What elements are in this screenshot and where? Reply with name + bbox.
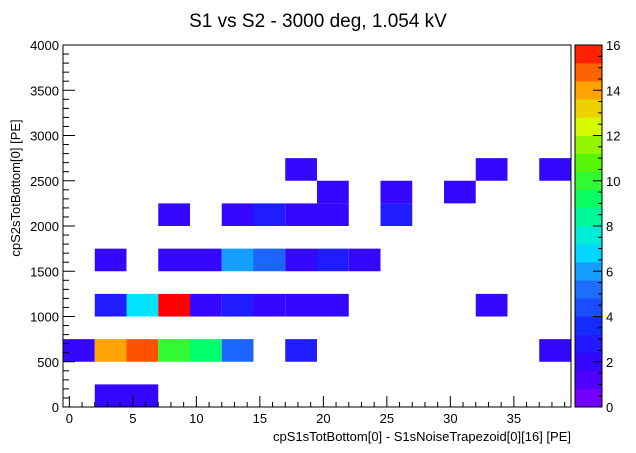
heatmap-cell [158,203,190,227]
heatmap-cell [126,293,159,317]
y-tick-label: 3000 [30,129,59,144]
heatmap-cell [158,248,190,272]
x-tick-label: 30 [443,411,457,426]
palette-tick-label: 0 [606,400,613,415]
x-axis-ticks: 0 5 10 15 20 25 30 35 [66,396,566,426]
palette-swatch [575,81,602,100]
palette-swatch [575,334,602,353]
heatmap-cell [285,248,317,272]
palette-swatch [575,226,602,245]
x-tick-label: 0 [66,411,73,426]
x-tick-label: 10 [189,411,203,426]
palette-tick-label: 12 [606,129,620,144]
heatmap-cell [221,339,254,362]
palette-swatch [575,298,602,317]
palette-swatch [575,370,602,390]
palette-swatch [575,262,602,281]
heatmap-cell [317,293,349,317]
heatmap-cell [539,339,571,362]
heatmap-cell [94,293,127,317]
heatmap-cell [380,203,413,227]
heatmap-cell [221,203,254,227]
palette-swatch [575,280,602,299]
heatmap-cell [63,339,95,362]
x-tick-label: 20 [316,411,330,426]
x-axis-label: cpS1sTotBottom[0] - S1sNoiseTrapezoid[0]… [273,429,571,444]
x-tick-label: 35 [507,411,521,426]
y-axis-label: cpS2sTotBottom[0] [PE] [8,119,23,256]
palette-swatch [575,189,602,209]
heatmap-cell [190,293,222,317]
heatmap-cell [348,248,381,272]
heatmap-cell [221,248,254,272]
y-tick-label: 0 [52,400,59,415]
heatmap-cell [475,158,508,181]
heatmap-cell [285,293,317,317]
heatmap-cell [317,248,349,272]
heatmap-cell [317,203,349,227]
heatmap-cell [253,248,286,272]
palette-tick-label: 10 [606,174,620,189]
heatmap-cell [94,339,127,362]
heatmap-cell [285,203,317,227]
palette-swatch [575,171,602,191]
y-axis-ticks: 0 500 1000 1500 2000 2500 3000 3500 4000 [30,38,75,415]
x-tick-label: 25 [380,411,394,426]
heatmap-cell [94,384,127,408]
color-palette [575,45,602,408]
heatmap-cell [221,293,254,317]
heatmap-cell [94,248,127,272]
palette-swatch [575,135,602,154]
y-tick-label: 1500 [30,264,59,279]
heatmap-cell [380,180,413,204]
x-tick-label: 5 [129,411,136,426]
heatmap-cell [285,158,317,181]
heatmap-cell [539,158,571,181]
heatmap-cell [253,203,286,227]
y-tick-label: 3500 [30,83,59,98]
palette-swatch [575,117,602,136]
heatmap-cell [317,180,349,204]
palette-swatch [575,388,602,408]
palette-swatch [575,207,602,227]
heatmap-cell [190,248,222,272]
palette-tick-label: 4 [606,310,613,325]
heatmap-cell [126,384,159,408]
heatmap-cell [190,339,222,362]
palette-tick-label: 16 [606,38,620,53]
heatmap-cell [158,293,190,317]
x-tick-label: 15 [253,411,267,426]
palette-swatch [575,352,602,372]
heatmap-cells [63,158,571,408]
palette-ticks: 0 2 4 6 8 10 12 14 16 [593,38,620,415]
chart-title: S1 vs S2 - 3000 deg, 1.054 kV [189,11,447,32]
y-tick-label: 2000 [30,219,59,234]
palette-tick-label: 2 [606,355,613,370]
palette-tick-label: 8 [606,219,613,234]
palette-swatch [575,63,602,82]
heatmap-cell [444,180,476,204]
palette-swatch [575,153,602,172]
y-tick-label: 500 [37,355,59,370]
palette-tick-label: 6 [606,264,613,279]
heatmap-cell [126,339,159,362]
palette-swatch [575,45,602,64]
y-tick-label: 1000 [30,310,59,325]
heatmap-cell [158,339,190,362]
palette-swatch [575,316,602,335]
y-tick-label: 2500 [30,174,59,189]
palette-swatch [575,99,602,118]
heatmap-cell [285,339,317,362]
palette-swatch [575,244,602,263]
heatmap-cell [253,293,286,317]
palette-tick-label: 14 [606,83,620,98]
heatmap-cell [475,293,508,317]
y-tick-label: 4000 [30,38,59,53]
